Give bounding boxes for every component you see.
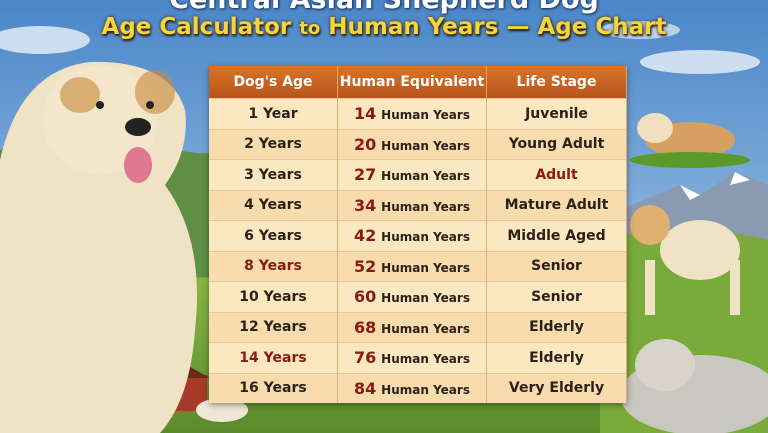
dog-age: 1 Year bbox=[209, 98, 338, 129]
dog-age: 14 Years bbox=[209, 342, 338, 373]
human-age: 42 bbox=[354, 226, 377, 246]
dog-age: 10 Years bbox=[209, 281, 338, 312]
unit: Human Years bbox=[381, 169, 470, 184]
unit: Human Years bbox=[381, 382, 470, 397]
table-row: 16 Years 84 Human Years Very Elderly bbox=[209, 372, 627, 403]
human-equivalent: 84 Human Years bbox=[337, 372, 487, 403]
table-row: 3 Years 27 Human Years Adult bbox=[209, 159, 627, 190]
human-equivalent: 14 Human Years bbox=[337, 98, 487, 129]
life-stage: Senior bbox=[486, 250, 627, 282]
dog-age: 2 Years bbox=[209, 128, 338, 160]
dog-age: 8 Years bbox=[209, 250, 338, 282]
table-row: 14 Years 76 Human Years Elderly bbox=[209, 342, 627, 373]
human-age: 76 bbox=[354, 348, 377, 368]
human-equivalent: 52 Human Years bbox=[337, 250, 487, 282]
unit: Human Years bbox=[381, 108, 470, 123]
human-age: 52 bbox=[354, 256, 377, 276]
unit: Human Years bbox=[381, 291, 470, 306]
unit: Human Years bbox=[381, 230, 470, 245]
dog-age: 12 Years bbox=[209, 311, 338, 343]
unit: Human Years bbox=[381, 260, 470, 275]
table-row: 12 Years 68 Human Years Elderly bbox=[209, 311, 627, 343]
life-stage: Adult bbox=[486, 159, 627, 190]
subtitle-part: to bbox=[299, 18, 321, 39]
human-age: 27 bbox=[354, 165, 377, 185]
title: Central Asian Shepherd Dog bbox=[0, 0, 768, 15]
unit: Human Years bbox=[381, 138, 470, 153]
dog-age: 3 Years bbox=[209, 159, 338, 190]
human-age: 34 bbox=[354, 195, 377, 215]
table-row: 10 Years 60 Human Years Senior bbox=[209, 281, 627, 312]
subtitle: Age Calculator to Human Years — Age Char… bbox=[0, 14, 768, 40]
header-row: Dog's Age Human Equivalent Life Stage bbox=[209, 66, 627, 99]
subtitle-part: Human Years — Age Chart bbox=[328, 14, 667, 40]
column-header: Life Stage bbox=[486, 66, 627, 99]
human-equivalent: 34 Human Years bbox=[337, 189, 487, 221]
column-header: Human Equivalent bbox=[337, 66, 487, 99]
life-stage: Senior bbox=[486, 281, 627, 312]
human-age: 68 bbox=[354, 317, 377, 337]
age-table: Dog's Age Human Equivalent Life Stage 1 Yea… bbox=[209, 66, 627, 403]
table-row: 4 Years 34 Human Years Mature Adult bbox=[209, 189, 627, 221]
human-age: 14 bbox=[354, 104, 377, 124]
human-equivalent: 20 Human Years bbox=[337, 128, 487, 160]
human-equivalent: 27 Human Years bbox=[337, 159, 487, 190]
table-row: 2 Years 20 Human Years Young Adult bbox=[209, 128, 627, 160]
column-header: Dog's Age bbox=[209, 66, 338, 99]
life-stage: Very Elderly bbox=[486, 372, 627, 403]
dog-age: 16 Years bbox=[209, 372, 338, 403]
table-row: 6 Years 42 Human Years Middle Aged bbox=[209, 220, 627, 251]
human-age: 60 bbox=[354, 287, 377, 307]
unit: Human Years bbox=[381, 199, 470, 214]
life-stage: Middle Aged bbox=[486, 220, 627, 251]
dog-age: 6 Years bbox=[209, 220, 338, 251]
life-stage: Mature Adult bbox=[486, 189, 627, 221]
table-row: 1 Year 14 Human Years Juvenile bbox=[209, 98, 627, 129]
human-equivalent: 76 Human Years bbox=[337, 342, 487, 373]
unit: Human Years bbox=[381, 321, 470, 336]
unit: Human Years bbox=[381, 352, 470, 367]
human-age: 84 bbox=[354, 378, 377, 398]
dog-age: 4 Years bbox=[209, 189, 338, 221]
table-row: 8 Years 52 Human Years Senior bbox=[209, 250, 627, 282]
life-stage: Elderly bbox=[486, 342, 627, 373]
life-stage: Juvenile bbox=[486, 98, 627, 129]
life-stage: Young Adult bbox=[486, 128, 627, 160]
human-equivalent: 42 Human Years bbox=[337, 220, 487, 251]
human-equivalent: 60 Human Years bbox=[337, 281, 487, 312]
subtitle-part: Age Calculator bbox=[101, 14, 292, 40]
human-age: 20 bbox=[354, 134, 377, 154]
life-stage: Elderly bbox=[486, 311, 627, 343]
human-equivalent: 68 Human Years bbox=[337, 311, 487, 343]
